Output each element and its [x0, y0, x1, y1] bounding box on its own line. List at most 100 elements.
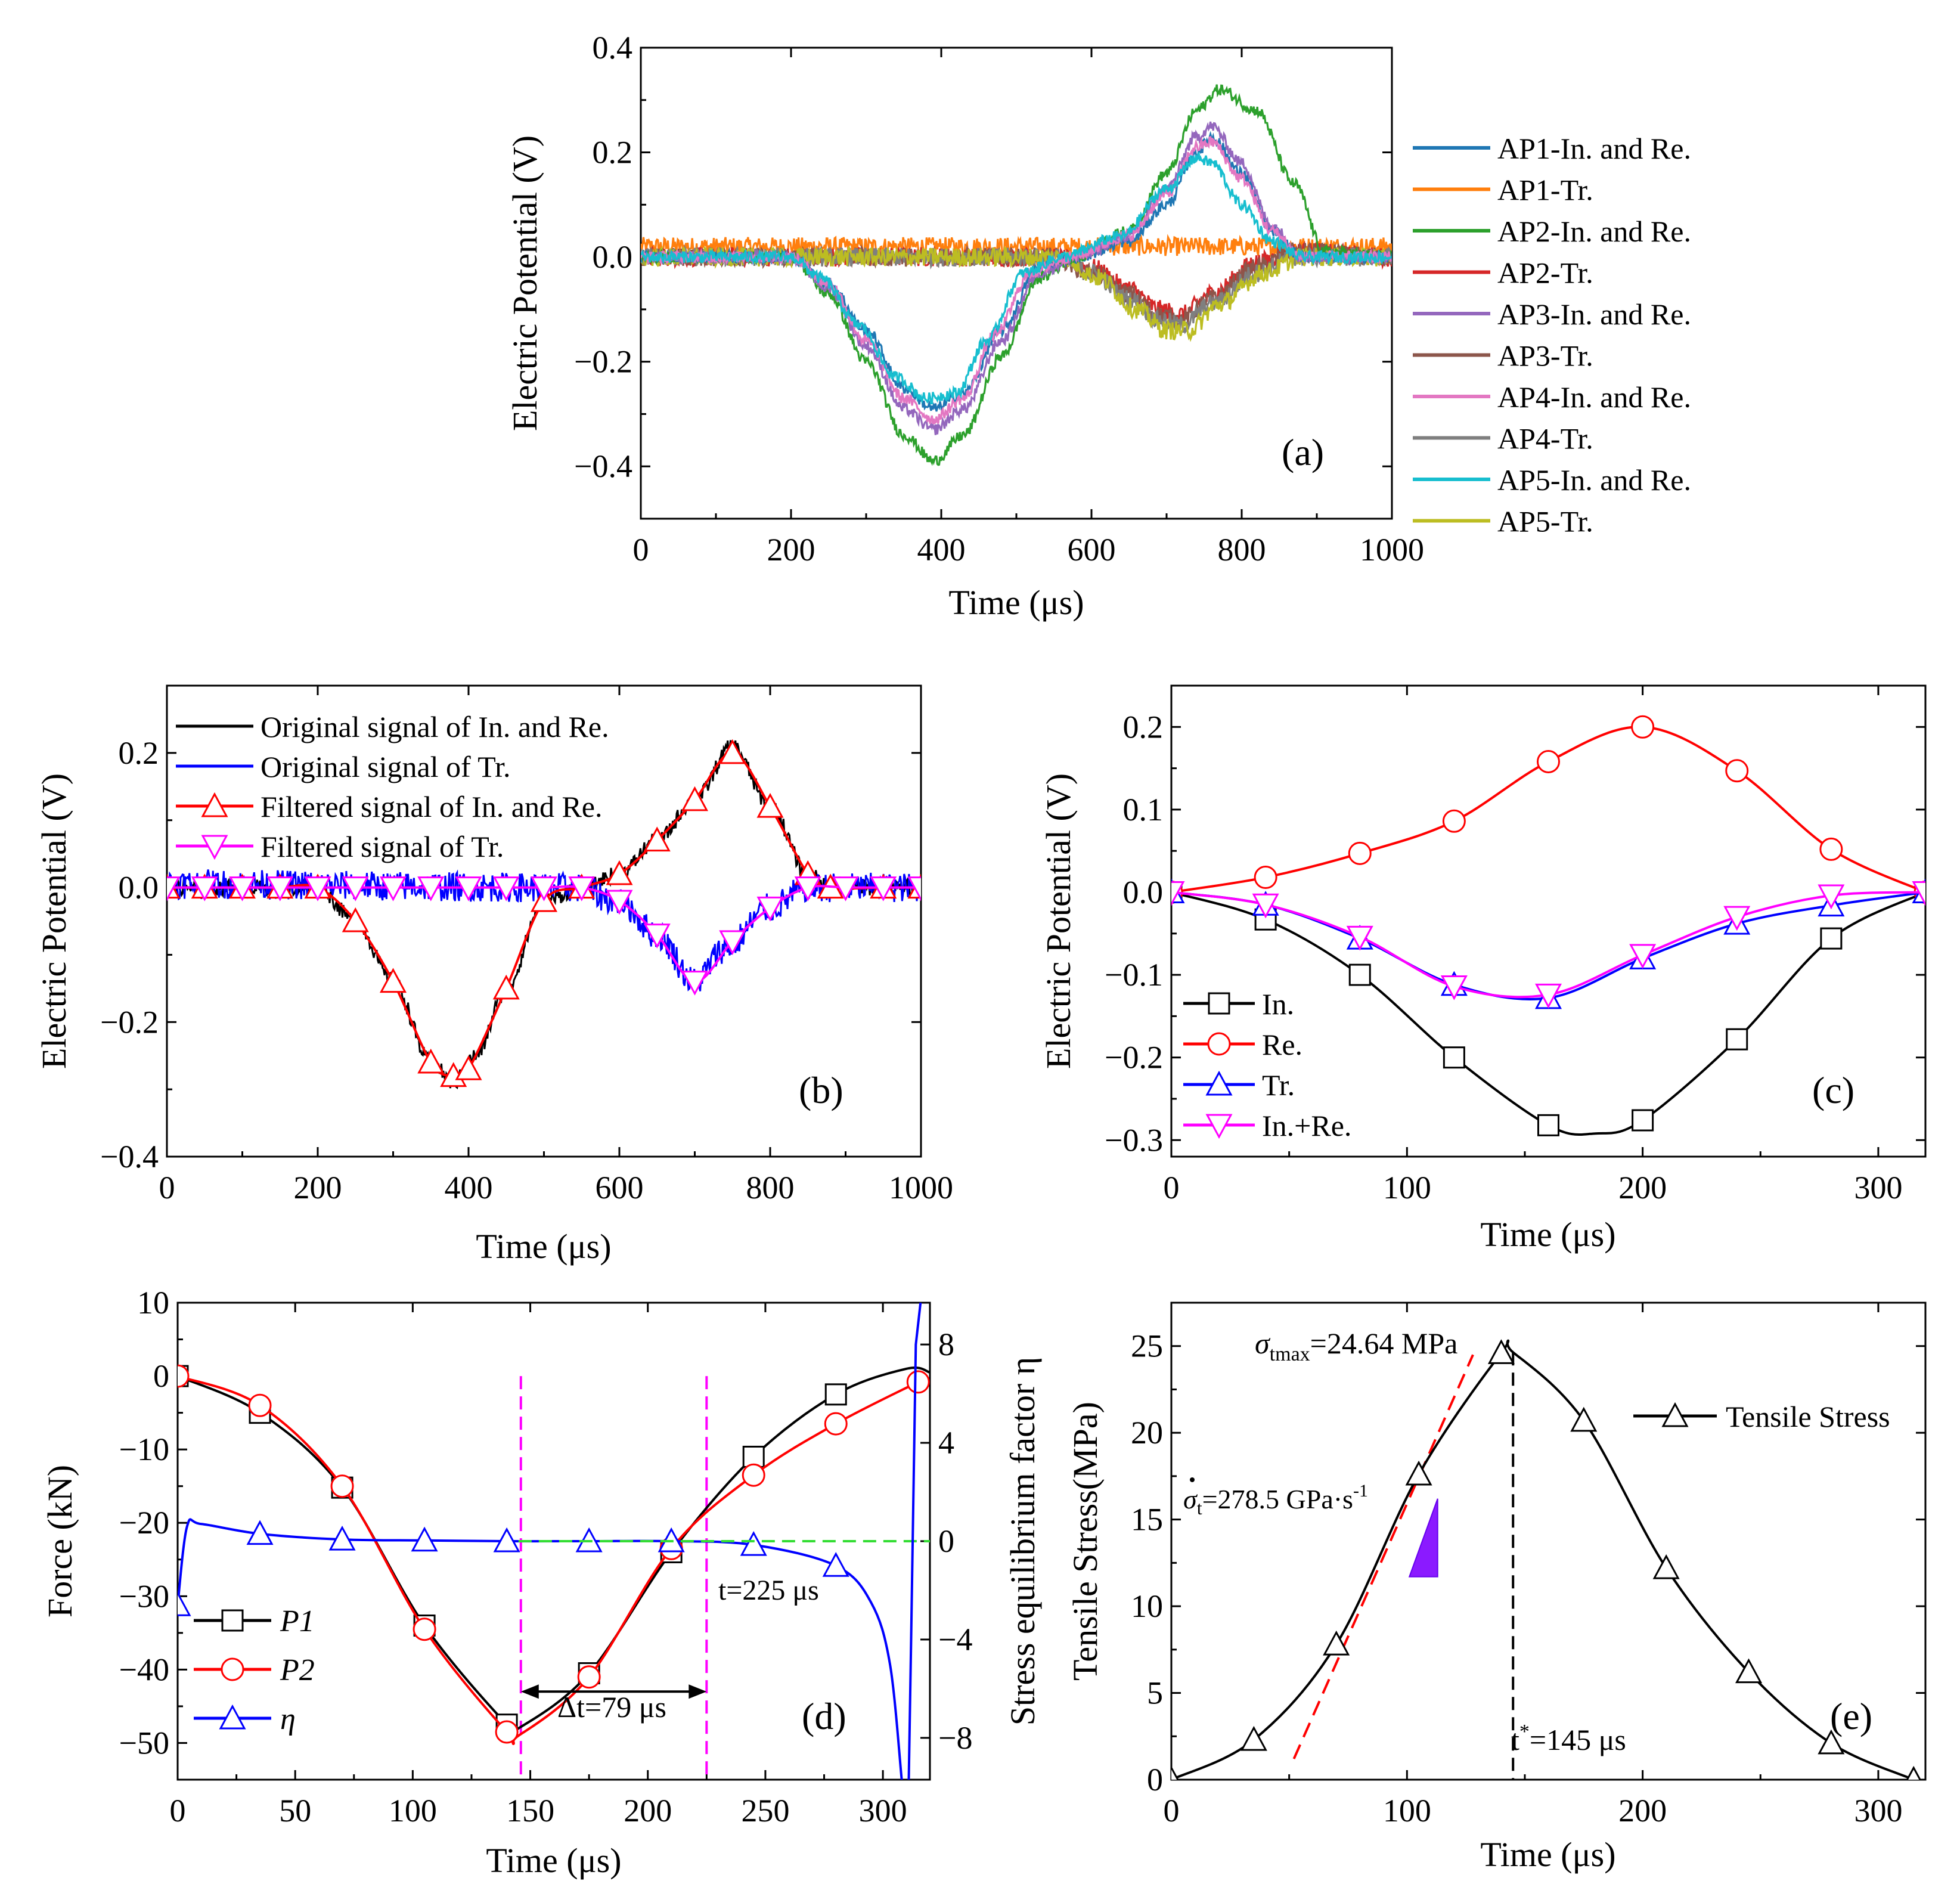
data-point	[246, 1520, 274, 1545]
data-point	[1534, 983, 1562, 1009]
legend-label: η	[280, 1702, 296, 1736]
legend-marker	[221, 1657, 244, 1681]
y-tick-label: 0.4	[593, 30, 633, 66]
data-point	[1252, 893, 1279, 919]
legend-b: Original signal of In. and Re. Original s…	[176, 710, 609, 863]
data-point	[1443, 1046, 1465, 1069]
x-tick-label: 0	[170, 1793, 186, 1829]
series-line	[641, 84, 1392, 466]
series-layer-b	[167, 739, 921, 1090]
x-tick-label: 200	[1618, 1170, 1667, 1206]
data-point	[606, 860, 633, 885]
data-point	[417, 876, 445, 901]
data-point	[417, 1048, 445, 1074]
y-tick-label: −40	[119, 1651, 169, 1687]
y-tick-label: 0.2	[119, 735, 159, 771]
y2-tick-label: −8	[938, 1720, 972, 1756]
y-tick-label: 0.2	[593, 135, 633, 171]
y-tick-label: 5	[1147, 1675, 1163, 1711]
plot-frame-c	[1170, 684, 1927, 1158]
x-tick-label: 600	[1068, 532, 1116, 568]
delta-arrow-head-right	[689, 1684, 707, 1699]
panel-label-c: (c)	[1812, 1069, 1854, 1111]
data-point	[1537, 1114, 1559, 1136]
data-point	[681, 786, 709, 811]
x-tick-label: 300	[1854, 1170, 1902, 1206]
data-point	[492, 876, 520, 901]
y-tick-label: −0.2	[1105, 1040, 1163, 1076]
annotation-sigma-max: σtmax=24.64 MPa	[1255, 1327, 1457, 1365]
x-axis-title-a: Time (μs)	[948, 583, 1084, 622]
data-point	[643, 826, 671, 852]
data-point	[1348, 963, 1371, 986]
x-tick-label: 400	[917, 532, 966, 568]
plot-frame-e	[1170, 1302, 1927, 1781]
data-point	[1537, 750, 1560, 774]
x-axis-title-b: Time (μs)	[476, 1227, 611, 1266]
y2-tick-label: 8	[938, 1327, 954, 1362]
x-tick-label: 150	[506, 1793, 554, 1829]
y-tick-label: −0.1	[1105, 957, 1163, 993]
legend-label: P2	[280, 1653, 315, 1687]
y-tick-label: −0.2	[100, 1004, 159, 1040]
data-point	[568, 876, 596, 901]
x-axis-title-d: Time (μs)	[486, 1841, 621, 1880]
x-tick-label: 800	[746, 1170, 795, 1206]
x-tick-label: 50	[279, 1793, 311, 1829]
data-point	[455, 1055, 482, 1080]
legend-marker	[1208, 992, 1230, 1015]
x-tick-label: 200	[767, 532, 815, 568]
legend-label: In.	[1262, 987, 1294, 1021]
panel-label-d: (d)	[802, 1695, 846, 1737]
annotation-part: σ	[1183, 1484, 1198, 1514]
data-point	[411, 1526, 438, 1552]
data-point	[342, 907, 369, 932]
series-layer-c	[1171, 715, 1925, 1136]
data-point	[1819, 837, 1843, 861]
legend-label: In.+Re.	[1262, 1109, 1351, 1142]
series-layer-d	[178, 1303, 930, 1780]
data-point	[1632, 1109, 1654, 1132]
series-line	[1171, 891, 1925, 1000]
y-tick-label: 25	[1131, 1328, 1163, 1364]
x-tick-label: 100	[1383, 1170, 1431, 1206]
data-point	[493, 1527, 520, 1553]
data-point	[1171, 881, 1185, 906]
y-tick-label: 0.1	[1123, 792, 1164, 828]
legend-label: AP1-Tr.	[1497, 173, 1593, 207]
annotation-rate: σt=278.5 GPa·s-1	[1183, 1481, 1368, 1519]
data-point	[1912, 881, 1925, 906]
panel-label-e: (e)	[1830, 1695, 1872, 1737]
data-point	[1818, 1729, 1845, 1755]
data-point	[455, 876, 482, 901]
data-point	[1906, 1765, 1921, 1780]
y2-axis-title-d: Stress equilibrium factor η	[1003, 1357, 1042, 1725]
data-point	[1723, 906, 1751, 931]
data-point	[794, 876, 821, 901]
y-axis-title-b: Electric Potential (V)	[35, 773, 73, 1069]
y-tick-label: −0.4	[100, 1139, 159, 1175]
series-line	[641, 152, 1392, 405]
x-tick-label: 200	[1618, 1793, 1667, 1829]
y2-tick-label: −4	[938, 1622, 972, 1657]
y-tick-label: 10	[137, 1285, 169, 1321]
data-point	[1726, 1028, 1748, 1051]
eta-asymptote	[907, 1303, 922, 1780]
y-tick-label: −0.3	[1105, 1122, 1163, 1158]
y-tick-label: 0.0	[119, 870, 159, 906]
legend-marker	[1205, 1114, 1233, 1139]
annotation-dt: Δt=79 μs	[557, 1690, 666, 1724]
data-point	[1171, 1765, 1179, 1780]
y-axis-title-c: Electric Potential (V)	[1039, 773, 1078, 1069]
legend-label: Re.	[1262, 1028, 1302, 1061]
legend-marker	[1205, 1070, 1233, 1096]
x-tick-label: 200	[624, 1793, 672, 1829]
annotation-part: *	[1519, 1721, 1530, 1743]
x-tick-label: 100	[389, 1793, 437, 1829]
data-point	[1405, 1460, 1432, 1486]
y2-tick-label: 4	[938, 1425, 954, 1461]
y-tick-label: 10	[1131, 1588, 1163, 1624]
y-tick-label: −50	[119, 1725, 169, 1761]
data-point	[824, 1412, 848, 1436]
